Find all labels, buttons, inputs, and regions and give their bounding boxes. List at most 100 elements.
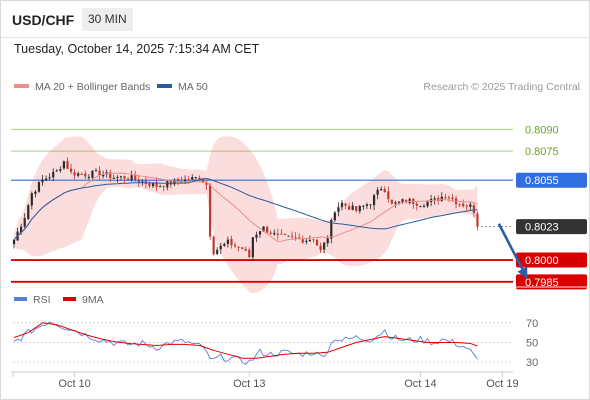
rsi-tick-label: 70 [526, 318, 538, 330]
candle-body [383, 188, 386, 193]
candle-body [176, 179, 180, 182]
candle-body [372, 195, 376, 206]
candle-body [365, 204, 369, 207]
candle-body [173, 179, 176, 185]
rsi-9ma-line [13, 322, 478, 359]
candle-body [308, 239, 312, 242]
candle-body [205, 182, 208, 185]
support-level-box [516, 252, 587, 268]
x-tick-label: Oct 13 [233, 378, 265, 390]
candle-body [226, 239, 230, 244]
candle-body [112, 177, 115, 179]
pivot-level-label: 0.8055 [525, 175, 559, 187]
legend-label: RSI [33, 294, 51, 306]
candle-body [344, 203, 347, 206]
candle-body [84, 173, 87, 177]
candle-body [233, 244, 237, 246]
candle-body [55, 170, 58, 172]
candle-body [326, 238, 329, 244]
candle-body [116, 176, 119, 178]
candle-body [52, 171, 55, 178]
legend-item-rsi: RSI [14, 294, 51, 306]
candle-body [248, 249, 251, 258]
ma20-swatch [14, 84, 29, 89]
current-level-label: 0.8023 [525, 222, 559, 234]
candle-body [201, 178, 205, 183]
candle-body [94, 170, 98, 172]
symbol-title: USD/CHF [12, 12, 75, 28]
candle-body [394, 202, 397, 204]
x-tick-label: Oct 10 [58, 378, 90, 390]
candle-body [305, 240, 308, 243]
candle-body [462, 203, 465, 207]
bollinger-band [14, 136, 478, 293]
legend-item-ma50: MA 50 [157, 81, 208, 93]
candle-body [66, 160, 69, 169]
candle-body [355, 206, 358, 211]
candle-body [155, 182, 158, 187]
candle-body [187, 179, 190, 181]
candle-body [415, 203, 418, 206]
candle-body [130, 175, 133, 181]
candle-body [337, 207, 340, 212]
candle-body [30, 193, 33, 206]
target-level-label: 0.8090 [525, 124, 559, 136]
candle-body [159, 186, 162, 188]
candle-body [451, 197, 454, 200]
candle-body [223, 243, 226, 246]
candle-body [294, 237, 297, 239]
candle-body [387, 191, 390, 200]
candle-body [41, 179, 44, 183]
candle-body [59, 169, 62, 171]
candle-body [472, 205, 475, 214]
candle-body [216, 249, 219, 254]
candle-body [184, 179, 187, 182]
candle-body [20, 226, 23, 233]
candle-body [440, 196, 443, 201]
candle-body [280, 233, 283, 235]
timestamp: Tuesday, October 14, 2025 7:15:34 AM CET [14, 42, 260, 56]
candle-body [255, 234, 258, 238]
candle-body [433, 198, 436, 200]
candle-body [212, 236, 215, 255]
support-level-label: 0.7985 [525, 277, 559, 289]
candle-body [80, 174, 83, 176]
ma50-swatch [157, 84, 172, 89]
candle-body [319, 245, 322, 251]
candle-body [241, 247, 244, 249]
timeframe-button[interactable]: 30 MIN [82, 8, 133, 31]
ma50-line [13, 177, 478, 241]
candle-body [422, 205, 426, 207]
target-level-label: 0.8075 [525, 146, 559, 158]
candle-body [323, 242, 326, 250]
candle-body [73, 172, 76, 176]
candle-body [351, 205, 354, 210]
candle-body [333, 212, 336, 221]
pivot-level-box [516, 172, 587, 188]
candle-body [219, 245, 222, 250]
candle-body [123, 176, 126, 179]
candle-body [244, 248, 247, 251]
candle-body [37, 182, 41, 192]
candle-body [109, 172, 112, 179]
forecast-arrow-shaft [497, 223, 526, 274]
candle-body [251, 237, 254, 258]
candle-body [476, 213, 479, 227]
candle-body [348, 206, 351, 210]
candle-body [340, 202, 344, 208]
rsi-swatch [14, 297, 27, 302]
candle-body [119, 176, 123, 178]
legend-item-ma20: MA 20 + Bollinger Bands [14, 81, 150, 93]
candle-body [137, 179, 140, 183]
candle-body [180, 181, 183, 183]
candle-body [166, 181, 169, 188]
legend-item-9ma: 9MA [63, 294, 104, 306]
candle-body [126, 178, 130, 180]
candle-body [262, 226, 265, 232]
legend-label: MA 20 + Bollinger Bands [35, 81, 151, 93]
candle-body [77, 173, 80, 176]
chart-header: USD/CHF 30 MIN [1, 1, 589, 38]
x-tick-label: Oct 19 [486, 378, 518, 390]
